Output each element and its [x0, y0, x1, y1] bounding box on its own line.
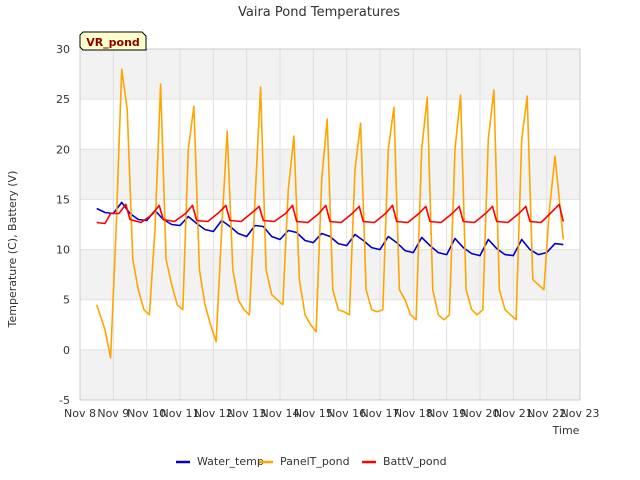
x-tick-label: Nov 20: [461, 407, 500, 420]
series-line-battv-pond: [96, 203, 565, 225]
y-tick-label: 0: [63, 344, 70, 357]
plot-band: [80, 249, 580, 300]
y-axis-label: Temperature (C), Battery (V): [6, 171, 19, 329]
legend-label-battv-pond: BattV_pond: [383, 455, 447, 468]
legend-label-panelt-pond: PanelT_pond: [280, 455, 350, 468]
x-axis-label: Time: [552, 424, 580, 437]
x-tick-label: Nov 18: [394, 407, 433, 420]
x-tick-label: Nov 23: [561, 407, 600, 420]
x-tick-label: Nov 10: [127, 407, 166, 420]
plot-frame: [79, 48, 581, 401]
series-lines: [95, 68, 565, 359]
plot-band: [80, 349, 580, 400]
x-tick-label: Nov 8: [64, 407, 96, 420]
legend-label-water-temp: Water_temp: [197, 455, 264, 468]
y-tick-label: 5: [63, 294, 70, 307]
x-tick-label: Nov 9: [97, 407, 129, 420]
y-axis: -5 0 5 10 15 20 25 30: [56, 43, 70, 407]
x-tick-label: Nov 14: [261, 407, 300, 420]
x-tick-label: Nov 17: [361, 407, 400, 420]
y-tick-label: 25: [56, 93, 70, 106]
x-tick-label: Nov 15: [294, 407, 333, 420]
chart-title: Vaira Pond Temperatures: [238, 5, 400, 20]
x-tick-label: Nov 16: [327, 407, 366, 420]
x-tick-label: Nov 13: [227, 407, 266, 420]
x-tick-label: Nov 12: [194, 407, 233, 420]
x-tick-label: Nov 11: [161, 407, 200, 420]
y-tick-label: 20: [56, 143, 70, 156]
plot-band: [80, 49, 580, 100]
site-label-box: VR_pond: [79, 31, 147, 51]
x-tick-label: Nov 22: [527, 407, 566, 420]
y-tick-label: 15: [56, 193, 70, 206]
x-tick-label: Nov 21: [494, 407, 533, 420]
y-tick-label: -5: [59, 394, 70, 407]
y-tick-label: 30: [56, 43, 70, 56]
series-line-panelt-pond: [95, 68, 565, 359]
legend: Water_temp PanelT_pond BattV_pond: [176, 455, 447, 468]
y-tick-label: 10: [56, 244, 70, 257]
plot-bands: [80, 49, 580, 400]
x-tick-label: Nov 19: [427, 407, 466, 420]
site-label: VR_pond: [86, 36, 140, 49]
